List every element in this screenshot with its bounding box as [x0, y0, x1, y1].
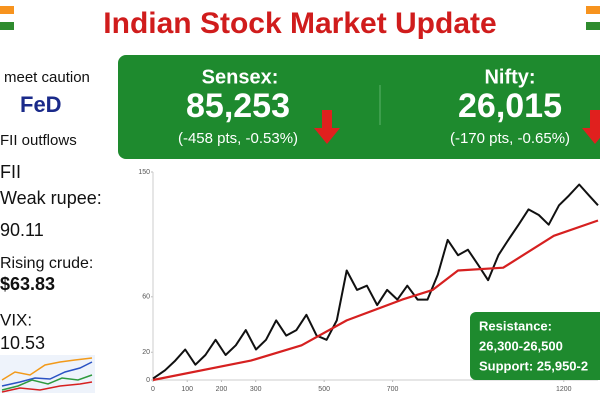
- sidebar-text: Weak rupee:: [0, 188, 102, 208]
- title: Indian Stock Market Update: [103, 7, 496, 40]
- index-name: Sensex:: [202, 66, 279, 88]
- down-arrow: [314, 110, 340, 144]
- y-tick-label: 60: [142, 294, 150, 301]
- series-line: [152, 183, 599, 380]
- sidebar-text: meet caution: [4, 69, 90, 86]
- sidebar-text: FII: [0, 162, 21, 182]
- y-tick-label: 20: [142, 349, 150, 356]
- sidebar-text: $63.83: [0, 274, 55, 294]
- series-line: [152, 219, 599, 382]
- sidebar-text: 10.53: [0, 333, 45, 353]
- x-tick-label: 500: [318, 386, 330, 393]
- x-tick-label: 300: [250, 386, 262, 393]
- x-tick-label: 1200: [556, 386, 572, 393]
- x-tick-label: 100: [181, 386, 193, 393]
- index-change: (-170 pts, -0.65%): [450, 130, 570, 147]
- support: Support: 25,950-2: [479, 358, 588, 373]
- y-tick-label: 0: [146, 377, 150, 384]
- x-tick-label: 200: [216, 386, 228, 393]
- index-name: Nifty:: [484, 66, 535, 88]
- levels-box: [470, 312, 600, 380]
- sidebar-text: Rising crude:: [0, 255, 93, 272]
- index-change: (-458 pts, -0.53%): [178, 130, 298, 147]
- index-panel: [118, 55, 600, 159]
- mini-chart: [0, 355, 95, 393]
- index-value: 85,253: [186, 87, 290, 125]
- sidebar-text: 90.11: [0, 220, 44, 240]
- y-tick-label: 150: [138, 169, 150, 176]
- flag-left: [0, 6, 14, 30]
- down-arrow: [582, 110, 600, 144]
- sidebar-text: FII outflows: [0, 132, 77, 149]
- index-value: 26,015: [458, 87, 562, 125]
- fed-logo: FeD: [20, 92, 62, 117]
- sidebar-text: VIX:: [0, 310, 32, 329]
- resistance-label: Resistance:: [479, 318, 552, 333]
- flag-right: [586, 6, 600, 30]
- x-tick-label: 0: [151, 386, 155, 393]
- resistance-value: 26,300-26,500: [479, 338, 563, 353]
- x-tick-label: 700: [387, 386, 399, 393]
